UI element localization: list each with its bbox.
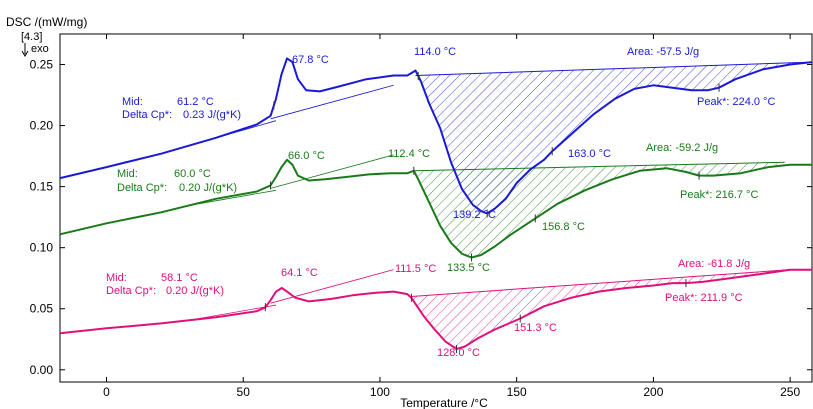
green-annotations: 66.0 °C 112.4 °C Area: -59.2 J/g 133.5 °… xyxy=(117,142,758,274)
blue-cp-value: 0.23 J/(g*K) xyxy=(183,109,241,121)
blue-shoulder-label: 163.0 °C xyxy=(568,148,611,160)
curve-markers xyxy=(264,72,720,354)
y-tick-label: 0.20 xyxy=(30,119,54,133)
pink-peak-star-label: Peak*: 211.9 °C xyxy=(665,292,743,304)
blue-annotations: 67.8 °C 114.0 °C Area: -57.5 J/g 139.2 °… xyxy=(122,46,775,221)
x-tick-label: 250 xyxy=(780,385,800,399)
blue-peak-star-label: Peak*: 224.0 °C xyxy=(697,96,775,108)
peak-area-hatch xyxy=(413,162,785,258)
dsc-curve xyxy=(59,268,812,350)
pink-cp-value: 0.20 J/(g*K) xyxy=(166,285,224,297)
y-tick-label: 0.05 xyxy=(30,302,54,316)
peak-areas xyxy=(411,62,812,349)
pink-peak1-label: 64.1 °C xyxy=(281,267,318,279)
pink-onset-label: 111.5 °C xyxy=(395,263,436,275)
y-tick-label: 0.10 xyxy=(30,241,54,255)
dsc-curves xyxy=(59,57,813,350)
x-tick-label: 200 xyxy=(643,385,663,399)
exo-arrow-head xyxy=(21,50,29,57)
glass-transition-baseline xyxy=(188,189,277,206)
glass-transition-tangent xyxy=(270,269,394,304)
x-axis-title: Temperature /°C xyxy=(400,396,488,409)
blue-peak1-label: 67.8 °C xyxy=(292,54,329,66)
x-tick-label: 150 xyxy=(507,385,527,399)
x-tick-label: 50 xyxy=(237,385,251,399)
exo-indicator: exo xyxy=(21,43,49,57)
pink-area-label: Area: -61.8 J/g xyxy=(678,258,750,270)
axis-ticks: 0 50 100 150 200 250 0.00 0.05 0.10 0.15 0.20 0.25 xyxy=(30,34,812,399)
green-peak-star-label: Peak*: 216.7 °C xyxy=(680,189,758,201)
pink-mid-value: 58.1 °C xyxy=(161,272,198,284)
dsc-curve xyxy=(59,57,813,215)
pink-cp-label: Delta Cp*: xyxy=(106,285,156,297)
blue-mid-value: 61.2 °C xyxy=(177,96,214,108)
green-mid-value: 60.0 °C xyxy=(174,168,211,180)
green-peak-main-label: 133.5 °C xyxy=(447,262,490,274)
green-cp-label: Delta Cp*: xyxy=(117,182,167,194)
green-onset-label: 112.4 °C xyxy=(388,148,430,160)
peak-baseline xyxy=(413,161,785,172)
y-axis-marker: [4.3] xyxy=(21,31,42,43)
x-tick-label: 100 xyxy=(370,385,390,399)
pink-peak-main-label: 128.0 °C xyxy=(437,347,480,359)
dsc-curve xyxy=(59,158,812,259)
blue-onset-label: 114.0 °C xyxy=(414,46,456,58)
pink-annotations: 64.1 °C 111.5 °C Area: -61.8 J/g 128.0 °… xyxy=(106,258,750,359)
peak-area-hatch xyxy=(411,269,791,349)
blue-cp-label: Delta Cp*: xyxy=(122,109,172,121)
plot-frame xyxy=(59,33,813,383)
green-shoulder-label: 156.8 °C xyxy=(542,221,585,233)
y-tick-label: 0.15 xyxy=(30,180,54,194)
y-tick-label: 0.25 xyxy=(30,58,54,72)
y-tick-label: 0.00 xyxy=(30,363,54,377)
green-mid-label: Mid: xyxy=(117,168,138,180)
x-tick-label: 0 xyxy=(103,385,110,399)
pink-mid-label: Mid: xyxy=(106,272,127,284)
peak-baseline xyxy=(411,269,791,298)
peak-baseline xyxy=(415,61,813,77)
blue-area-label: Area: -57.5 J/g xyxy=(627,46,699,58)
green-area-label: Area: -59.2 J/g xyxy=(646,142,718,154)
blue-mid-label: Mid: xyxy=(122,96,143,108)
exo-label: exo xyxy=(31,43,49,55)
blue-peak-main-label: 139.2 °C xyxy=(453,209,496,221)
y-axis-title: DSC /(mW/mg) xyxy=(6,15,87,29)
pink-shoulder-label: 151.3 °C xyxy=(514,322,557,334)
glass-transition-tangent xyxy=(270,154,394,189)
glass-transition-tangent xyxy=(270,84,394,120)
green-cp-value: 0.20 J/(g*K) xyxy=(179,182,237,194)
green-peak1-label: 66.0 °C xyxy=(288,150,325,162)
